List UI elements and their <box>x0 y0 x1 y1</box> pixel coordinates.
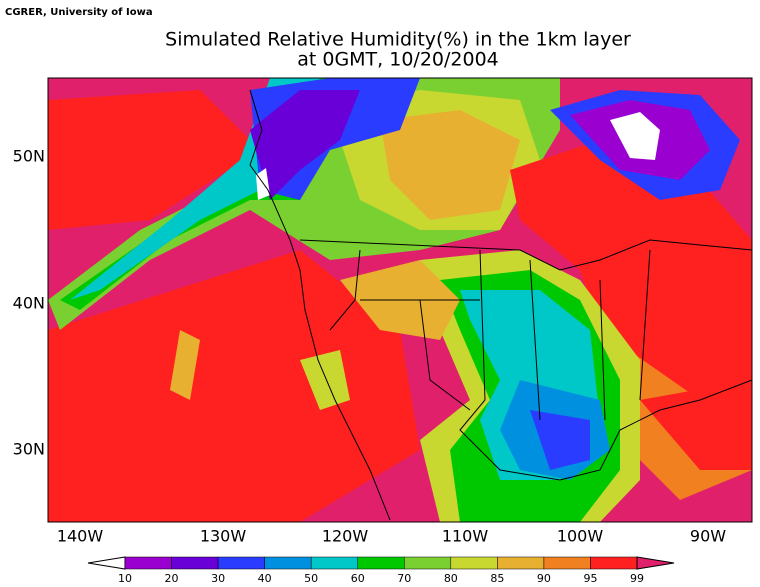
colorbar-label: 40 <box>258 572 272 585</box>
lon-label: 140W <box>57 527 104 546</box>
humidity-region <box>610 112 660 160</box>
colorbar-segment <box>310 556 358 570</box>
colorbar-segment <box>404 556 452 570</box>
humidity-region <box>510 140 752 400</box>
lat-label: 30N <box>13 440 45 459</box>
colorbar-label: 20 <box>165 572 179 585</box>
map-frame <box>47 77 753 523</box>
colorbar-label: 60 <box>351 572 365 585</box>
title-line: at 0GMT, 10/20/2004 <box>297 49 499 71</box>
colorbar-label: 50 <box>304 572 318 585</box>
lon-label: 110W <box>442 527 489 546</box>
colorbar-label: 95 <box>583 572 597 585</box>
colorbar-segment <box>124 556 172 570</box>
humidity-region <box>640 380 752 470</box>
colorbar-high <box>636 556 675 570</box>
colorbar-label: 80 <box>444 572 458 585</box>
colorbar-segment <box>357 556 405 570</box>
lon-label: 130W <box>200 527 247 546</box>
lon-label: 120W <box>322 527 369 546</box>
humidity-region <box>48 90 260 230</box>
colorbar-segment <box>450 556 498 570</box>
source: CGRER, University of Iowa <box>5 7 153 18</box>
colorbar-label: 70 <box>397 572 411 585</box>
colorbar-label: 10 <box>118 572 132 585</box>
lon-label: 90W <box>690 527 726 546</box>
humidity-region <box>250 90 360 200</box>
humidity-region <box>170 330 200 400</box>
colorbar-segment <box>217 556 265 570</box>
humidity-region <box>300 350 350 410</box>
colorbar-segment <box>171 556 219 570</box>
colorbar-label: 85 <box>490 572 504 585</box>
lon-label: 100W <box>557 527 604 546</box>
title-line: Simulated Relative Humidity(%) in the 1k… <box>165 29 631 51</box>
lat-label: 40N <box>13 294 45 313</box>
humidity-region <box>256 168 270 200</box>
colorbar-segment <box>497 556 545 570</box>
colorbar-label: 30 <box>211 572 225 585</box>
colorbar-label: 90 <box>537 572 551 585</box>
humidity-field <box>48 78 752 522</box>
colorbar-segment <box>590 556 638 570</box>
colorbar-segment <box>264 556 312 570</box>
humidity-region <box>530 410 590 470</box>
humidity-region <box>48 250 420 522</box>
colorbar-low <box>87 556 126 570</box>
lat-label: 50N <box>13 147 45 166</box>
colorbar-segment <box>543 556 591 570</box>
colorbar-label: 99 <box>630 572 644 585</box>
boundaries <box>249 89 752 521</box>
humidity-region <box>380 110 520 220</box>
